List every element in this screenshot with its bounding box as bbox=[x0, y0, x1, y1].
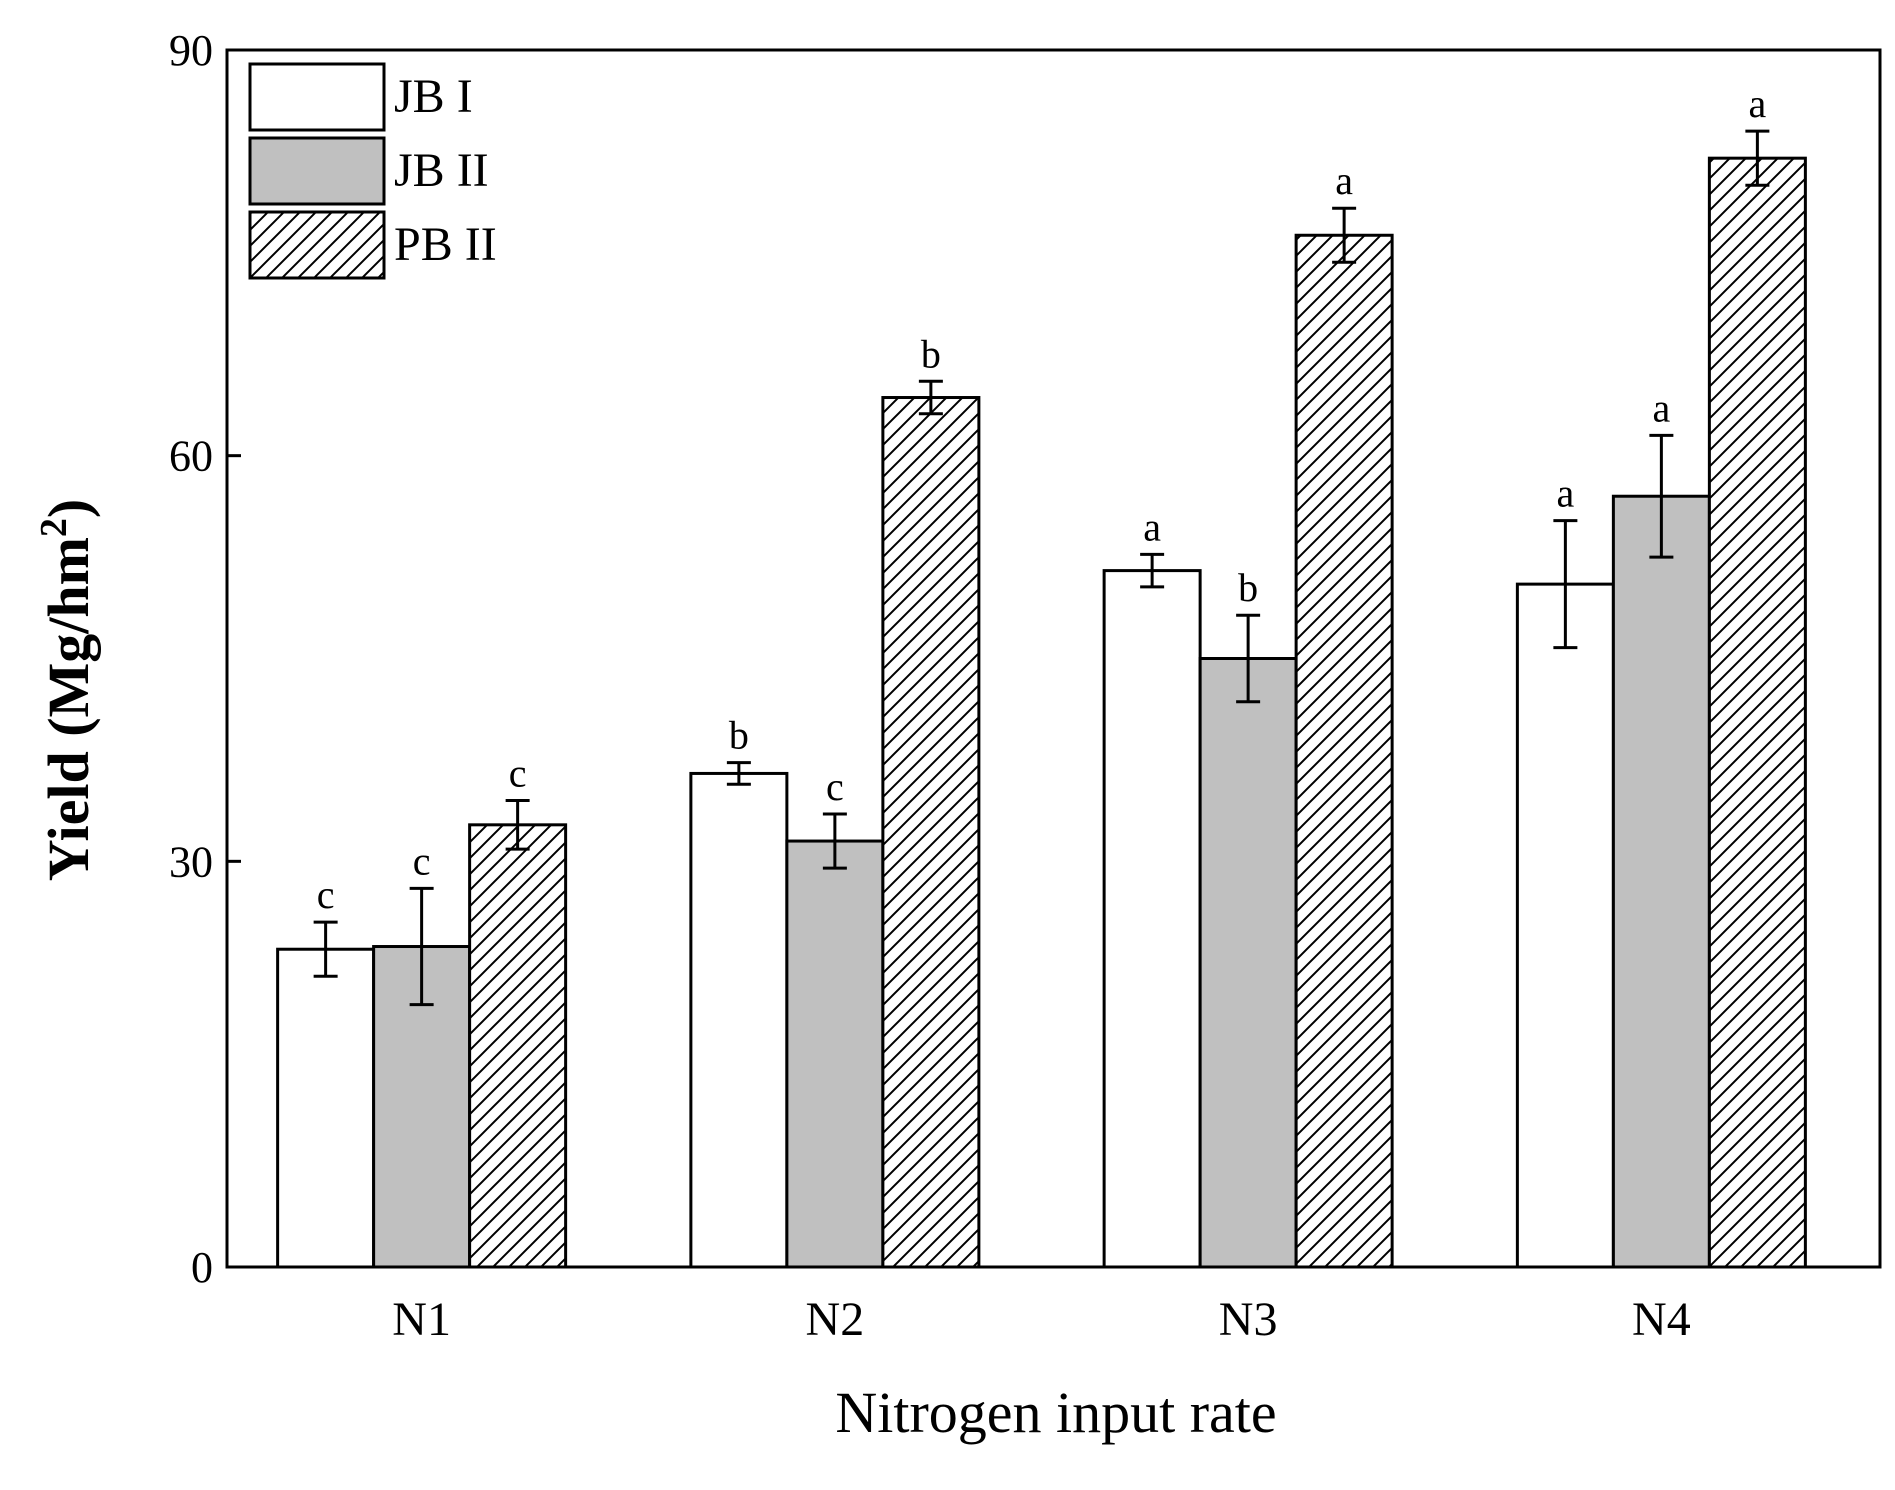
bar-pb-ii-n4 bbox=[1707, 156, 1807, 1269]
error-bar-jb-ii-n1 bbox=[409, 886, 434, 1007]
error-bar-jb-i-n4 bbox=[1553, 519, 1578, 650]
significance-label: c bbox=[509, 750, 527, 795]
bar-pb-ii-n1 bbox=[468, 823, 568, 1269]
significance-label: c bbox=[413, 838, 431, 883]
y-axis-title-text: Yield (Mg/hm bbox=[36, 537, 101, 881]
error-bar-jb-i-n3 bbox=[1140, 552, 1165, 589]
legend-swatch-jb-ii bbox=[248, 136, 386, 206]
significance-label: a bbox=[1335, 158, 1353, 203]
x-tick-label-n3: N3 bbox=[1219, 1293, 1278, 1346]
error-bar-jb-ii-n4 bbox=[1649, 433, 1674, 559]
error-bar-pb-ii-n1 bbox=[505, 798, 530, 851]
significance-label: b bbox=[1238, 565, 1258, 610]
x-tick-label-n1: N1 bbox=[392, 1293, 451, 1346]
legend-label-jb-ii: JB II bbox=[394, 144, 489, 197]
bar-jb-i-n1 bbox=[276, 947, 376, 1269]
legend-swatch-jb-i bbox=[248, 62, 386, 132]
y-axis-title: Yield (Mg/hm2) bbox=[33, 499, 101, 882]
significance-label: a bbox=[1556, 471, 1574, 516]
significance-label: a bbox=[1748, 81, 1766, 126]
error-bar-jb-ii-n2 bbox=[822, 812, 847, 870]
bar-jb-i-n4 bbox=[1515, 582, 1615, 1269]
error-bar-jb-ii-n3 bbox=[1236, 613, 1261, 704]
bar-pb-ii-n3 bbox=[1294, 233, 1394, 1269]
x-axis-title: Nitrogen input rate bbox=[835, 1380, 1276, 1445]
significance-label: b bbox=[729, 713, 749, 758]
y-tick-label-30: 30 bbox=[169, 837, 213, 886]
error-bar-pb-ii-n2 bbox=[918, 379, 943, 416]
y-tick-label-0: 0 bbox=[191, 1243, 213, 1292]
x-tick-label-n4: N4 bbox=[1632, 1293, 1691, 1346]
error-bar-jb-i-n1 bbox=[313, 920, 338, 978]
y-tick-label-90: 90 bbox=[169, 26, 213, 75]
y-axis-title-superscript: 2 bbox=[33, 518, 75, 537]
bar-jb-ii-n4 bbox=[1611, 494, 1711, 1269]
legend-label-pb-ii: PB II bbox=[394, 218, 497, 271]
bar-jb-ii-n2 bbox=[785, 839, 885, 1269]
error-bar-pb-ii-n4 bbox=[1745, 129, 1770, 187]
legend-swatch-pb-ii bbox=[248, 210, 386, 280]
plot-frame bbox=[225, 48, 1882, 1269]
significance-label: b bbox=[921, 331, 941, 376]
error-bar-jb-i-n2 bbox=[726, 761, 751, 786]
bar-jb-i-n2 bbox=[689, 771, 789, 1269]
x-tick-label-n2: N2 bbox=[806, 1293, 865, 1346]
significance-label: c bbox=[317, 872, 335, 917]
legend: JB I JB II PB II bbox=[248, 62, 497, 280]
significance-label: c bbox=[826, 764, 844, 809]
y-tick-label-60: 60 bbox=[169, 432, 213, 481]
significance-label: a bbox=[1652, 385, 1670, 430]
legend-label-jb-i: JB I bbox=[394, 70, 473, 123]
error-bar-pb-ii-n3 bbox=[1332, 206, 1357, 264]
bar-jb-ii-n3 bbox=[1198, 657, 1298, 1269]
bar-pb-ii-n2 bbox=[881, 396, 981, 1269]
significance-label: a bbox=[1143, 504, 1161, 549]
bar-jb-i-n3 bbox=[1102, 569, 1202, 1269]
y-axis-title-close: ) bbox=[36, 499, 101, 518]
